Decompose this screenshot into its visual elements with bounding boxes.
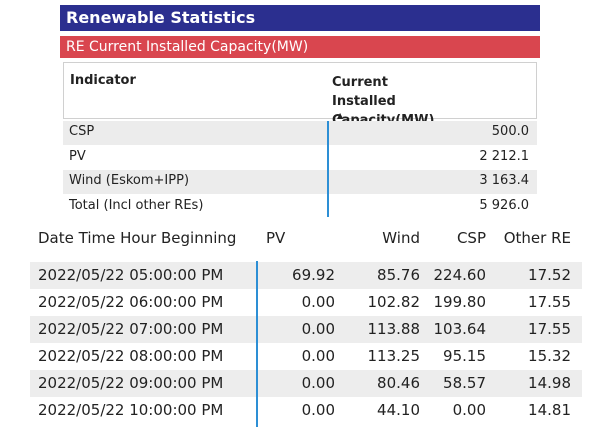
table-row: 2022/05/22 09:00:00 PM 0.00 80.46 58.57 14.9… bbox=[30, 370, 582, 397]
cell: 0.00 bbox=[301, 320, 335, 338]
cell: 500.0 bbox=[491, 124, 529, 139]
column-header[interactable]: Date Time Hour Beginning bbox=[38, 229, 237, 247]
cell: 224.60 bbox=[433, 266, 487, 284]
cell: 58.57 bbox=[443, 374, 486, 392]
cell: 102.82 bbox=[367, 293, 421, 311]
column-header[interactable]: CSP bbox=[456, 229, 486, 247]
column-divider bbox=[256, 261, 258, 427]
cell: 2 212.1 bbox=[479, 148, 529, 164]
cell: 85.76 bbox=[377, 266, 420, 284]
sort-indicator[interactable]: ▲ bbox=[337, 111, 344, 120]
cell: 3 163.4 bbox=[479, 173, 529, 188]
cell: 113.25 bbox=[367, 347, 421, 365]
cell: 69.92 bbox=[292, 266, 335, 284]
cell: PV bbox=[69, 148, 86, 164]
column-header[interactable]: Other RE bbox=[503, 229, 571, 247]
cell: Total (Incl other REs) bbox=[69, 197, 204, 213]
cell: 103.64 bbox=[433, 320, 487, 338]
statistics-panel: Renewable Statistics RE Current Installe… bbox=[60, 5, 540, 217]
column-header[interactable]: Wind bbox=[382, 229, 420, 247]
table-row: 2022/05/22 06:00:00 PM 0.00 102.82 199.80 17… bbox=[30, 289, 582, 316]
cell: 2022/05/22 07:00:00 PM bbox=[38, 320, 224, 338]
cell: 0.00 bbox=[452, 401, 486, 419]
column-divider bbox=[327, 121, 329, 217]
cell: 15.32 bbox=[528, 347, 571, 365]
cell: Wind (Eskom+IPP) bbox=[69, 173, 190, 188]
cell: 199.80 bbox=[433, 293, 487, 311]
cell: 0.00 bbox=[301, 347, 335, 365]
table-row: 2022/05/22 10:00:00 PM 0.00 44.10 0.00 14.81 bbox=[30, 397, 582, 424]
cell: 2022/05/22 10:00:00 PM bbox=[38, 401, 224, 419]
table-header: Date Time Hour Beginning PV Wind CSP Other R… bbox=[30, 220, 582, 258]
cell: 0.00 bbox=[301, 401, 335, 419]
table-row: 2022/05/22 07:00:00 PM 0.00 113.88 103.64 17… bbox=[30, 316, 582, 343]
cell: 113.88 bbox=[367, 320, 421, 338]
cell: 0.00 bbox=[301, 293, 335, 311]
panel-subtitle: RE Current Installed Capacity(MW) bbox=[60, 36, 540, 58]
cell: 5 926.0 bbox=[479, 197, 529, 213]
cell: 2022/05/22 09:00:00 PM bbox=[38, 374, 224, 392]
cell: 44.10 bbox=[377, 401, 420, 419]
cell: 14.98 bbox=[528, 374, 571, 392]
cell: 2022/05/22 06:00:00 PM bbox=[38, 293, 224, 311]
cell: 17.52 bbox=[528, 266, 571, 284]
panel-title: Renewable Statistics bbox=[60, 5, 540, 31]
table-row: Total (Incl other REs) 5 926.0 bbox=[63, 195, 537, 219]
table-row: Wind (Eskom+IPP) 3 163.4 bbox=[63, 170, 537, 194]
column-header[interactable]: PV bbox=[266, 229, 286, 247]
cell: 2022/05/22 08:00:00 PM bbox=[38, 347, 224, 365]
table-row: 2022/05/22 05:00:00 PM 69.92 85.76 224.60 17… bbox=[30, 262, 582, 289]
cell: 80.46 bbox=[377, 374, 420, 392]
column-header[interactable]: Indicator bbox=[70, 73, 136, 88]
cell: 0.00 bbox=[301, 374, 335, 392]
cell: 17.55 bbox=[528, 320, 571, 338]
cell: 2022/05/22 05:00:00 PM bbox=[38, 266, 224, 284]
cell: 14.81 bbox=[528, 401, 571, 419]
cell: 17.55 bbox=[528, 293, 571, 311]
table-row: CSP 500.0 bbox=[63, 121, 537, 145]
table-row: PV 2 212.1 bbox=[63, 146, 537, 170]
table-row: 2022/05/22 08:00:00 PM 0.00 113.25 95.15 15.… bbox=[30, 343, 582, 370]
cell: CSP bbox=[69, 124, 95, 139]
table-header: Indicator Current Installed Capacity(MW)… bbox=[63, 62, 537, 128]
cell: 95.15 bbox=[443, 347, 486, 365]
